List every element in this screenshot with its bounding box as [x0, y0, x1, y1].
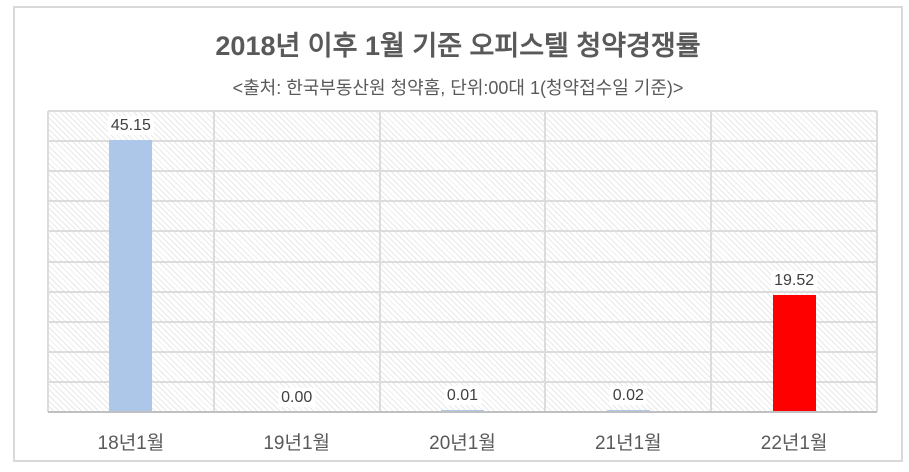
- gridline-horizontal: [48, 350, 877, 353]
- plot-area: 45.15 0.00 0.01 0.02 19.52: [47, 110, 878, 413]
- gridline-vertical: [212, 111, 215, 412]
- data-label: 19.52: [771, 270, 818, 290]
- gridline-vertical: [710, 111, 713, 412]
- gridline-horizontal: [48, 290, 877, 293]
- gridline-horizontal: [48, 170, 877, 173]
- chart-title: 2018년 이후 1월 기준 오피스텔 청약경쟁률: [215, 31, 701, 61]
- gridline-horizontal: [48, 380, 877, 383]
- category-label-20년1월: 20년1월: [429, 433, 496, 454]
- bar-22년1월: [772, 294, 816, 412]
- category-label-21년1월: 21년1월: [594, 433, 662, 454]
- gridline-horizontal: [48, 260, 877, 263]
- data-label: 0.02: [609, 386, 647, 405]
- data-label: 45.15: [107, 116, 154, 136]
- data-label: 0.00: [278, 388, 316, 407]
- category-label-22년1월: 22년1월: [760, 433, 828, 454]
- gridline-vertical: [378, 111, 381, 412]
- gridline-vertical: [47, 111, 49, 412]
- chart-subtitle: <출처: 한국부동산원 청약홈, 단위:00대 1(청약접수일 기준)>: [232, 78, 684, 98]
- bar-18년1월: [109, 140, 153, 412]
- gridline-horizontal: [48, 200, 877, 203]
- gridline-vertical: [876, 111, 878, 412]
- gridline-horizontal: [48, 320, 877, 323]
- category-label-19년1월: 19년1월: [263, 433, 331, 454]
- data-label: 0.01: [443, 386, 482, 405]
- gridline-vertical: [544, 111, 547, 412]
- category-label-18년1월: 18년1월: [97, 433, 165, 454]
- x-axis-line: [48, 411, 877, 413]
- gridline-horizontal: [48, 140, 877, 143]
- gridline-horizontal: [48, 230, 877, 233]
- gridline-horizontal: [48, 110, 877, 112]
- chart-frame: 2018년 이후 1월 기준 오피스텔 청약경쟁률 <출처: 한국부동산원 청약…: [13, 6, 903, 462]
